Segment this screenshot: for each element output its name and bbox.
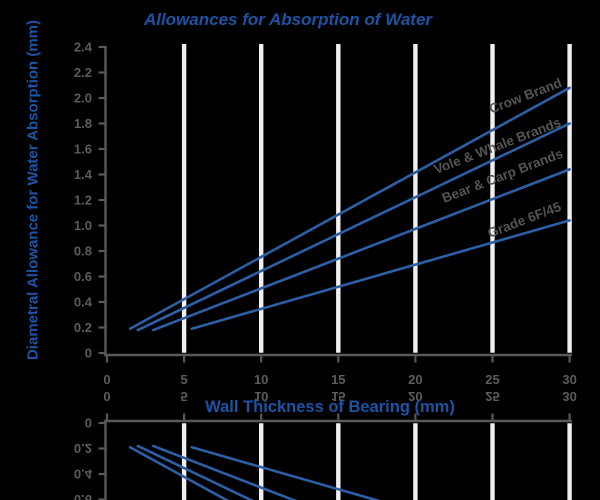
svg-text:0: 0 [85,416,92,431]
chart-title: Allowances for Absorption of Water [143,10,433,29]
svg-text:30: 30 [562,389,576,404]
chart-reflection: 00.20.40.60.81.01.21.41.61.82.02.22.4051… [0,276,600,500]
series-line-crow-brand [128,86,571,331]
svg-text:2.0: 2.0 [74,91,92,106]
y-tick-labels: 00.20.40.60.81.01.21.41.61.82.02.22.4 [74,416,93,500]
series-line-grade-6f-45 [190,445,571,500]
svg-text:1.0: 1.0 [74,218,92,233]
series-lines [128,86,571,332]
svg-text:25: 25 [485,389,499,404]
series-line-grade-6f-45 [190,219,571,331]
svg-text:1.2: 1.2 [74,193,92,208]
x-axis-title: Wall Thickness of Bearing (mm) [205,398,455,416]
svg-text:2.4: 2.4 [74,40,93,55]
tick-marks [98,413,571,500]
svg-text:20: 20 [408,372,422,387]
svg-text:5: 5 [180,372,187,387]
svg-text:0.4: 0.4 [74,295,93,310]
x-tick-labels: 0 5 10 15 20 25 30 [103,372,576,387]
svg-text:0: 0 [103,389,110,404]
series-line-vole-whale-brands [136,444,571,500]
svg-text:10: 10 [254,389,268,404]
series-line-bear-carp-brands [151,168,571,332]
svg-text:0.4: 0.4 [74,467,93,482]
series-label-crow-brand: Crow Brand [487,75,564,116]
tick-marks [98,45,571,363]
svg-text:0.6: 0.6 [74,492,92,500]
svg-text:2.2: 2.2 [74,65,92,80]
svg-text:20: 20 [408,389,422,404]
series-line-crow-brand [128,445,571,500]
svg-text:15: 15 [331,389,345,404]
y-tick-labels: 0 0.2 0.4 0.6 0.8 1.0 1.2 1.4 1.6 1.8 2.0 2.2 2.4 [74,40,93,361]
svg-text:0.2: 0.2 [74,320,92,335]
svg-text:15: 15 [331,372,345,387]
svg-text:0.2: 0.2 [74,441,92,456]
series-lines [128,444,571,500]
svg-text:1.8: 1.8 [74,116,92,131]
x-tick-labels: 0 5 10 15 20 25 30 [103,389,576,404]
svg-text:0.6: 0.6 [74,269,92,284]
plot-svg: 00.20.40.60.81.01.21.41.61.82.02.22.4051… [74,389,577,500]
svg-text:30: 30 [562,372,576,387]
svg-text:5: 5 [180,389,187,404]
series-line-vole-whale-brands [136,122,571,332]
svg-text:25: 25 [485,372,499,387]
series-line-bear-carp-brands [151,444,571,500]
vertical-gridlines [181,423,572,500]
svg-text:1.6: 1.6 [74,142,92,157]
svg-text:0.8: 0.8 [74,244,92,259]
svg-text:0: 0 [85,346,92,361]
svg-text:10: 10 [254,372,268,387]
y-axis-title: Diametral Allowance for Water Absorption… [24,19,42,361]
svg-text:0: 0 [103,372,110,387]
svg-text:1.4: 1.4 [74,167,93,182]
